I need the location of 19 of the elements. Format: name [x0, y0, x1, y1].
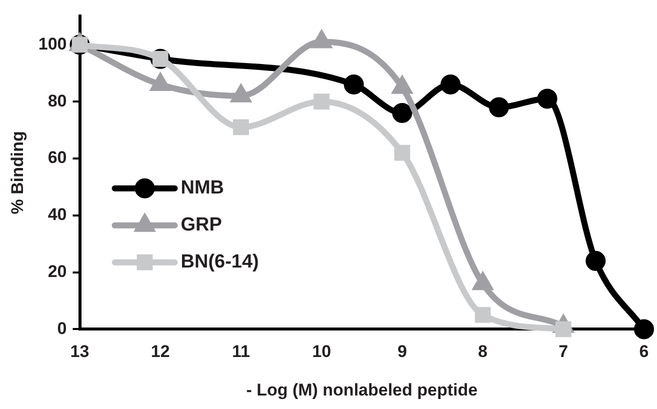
legend-label: BN(6-14) [180, 252, 259, 273]
y-tick-label: 100 [38, 34, 67, 54]
x-tick-label: 12 [150, 342, 170, 362]
y-tick-label: 40 [48, 205, 67, 224]
x-tick-label: 13 [70, 342, 90, 362]
y-tick-label: 20 [48, 262, 67, 281]
legend-label: GRP [180, 214, 222, 236]
legend-label: NMB [180, 178, 224, 199]
x-axis-title: - Log (M) nonlabeled peptide [246, 380, 478, 400]
x-tick-label: 8 [478, 342, 488, 362]
x-tick-label: 9 [397, 342, 407, 362]
x-tick-label: 11 [232, 342, 250, 362]
x-tick-label: 10 [312, 342, 332, 362]
y-axis-title: % Binding [8, 131, 27, 214]
y-tick-label: 0 [57, 318, 67, 338]
y-tick-label: 80 [48, 91, 67, 110]
x-tick-label: 7 [558, 342, 568, 362]
y-tick-label: 60 [48, 148, 67, 168]
x-tick-label: 6 [639, 342, 649, 362]
